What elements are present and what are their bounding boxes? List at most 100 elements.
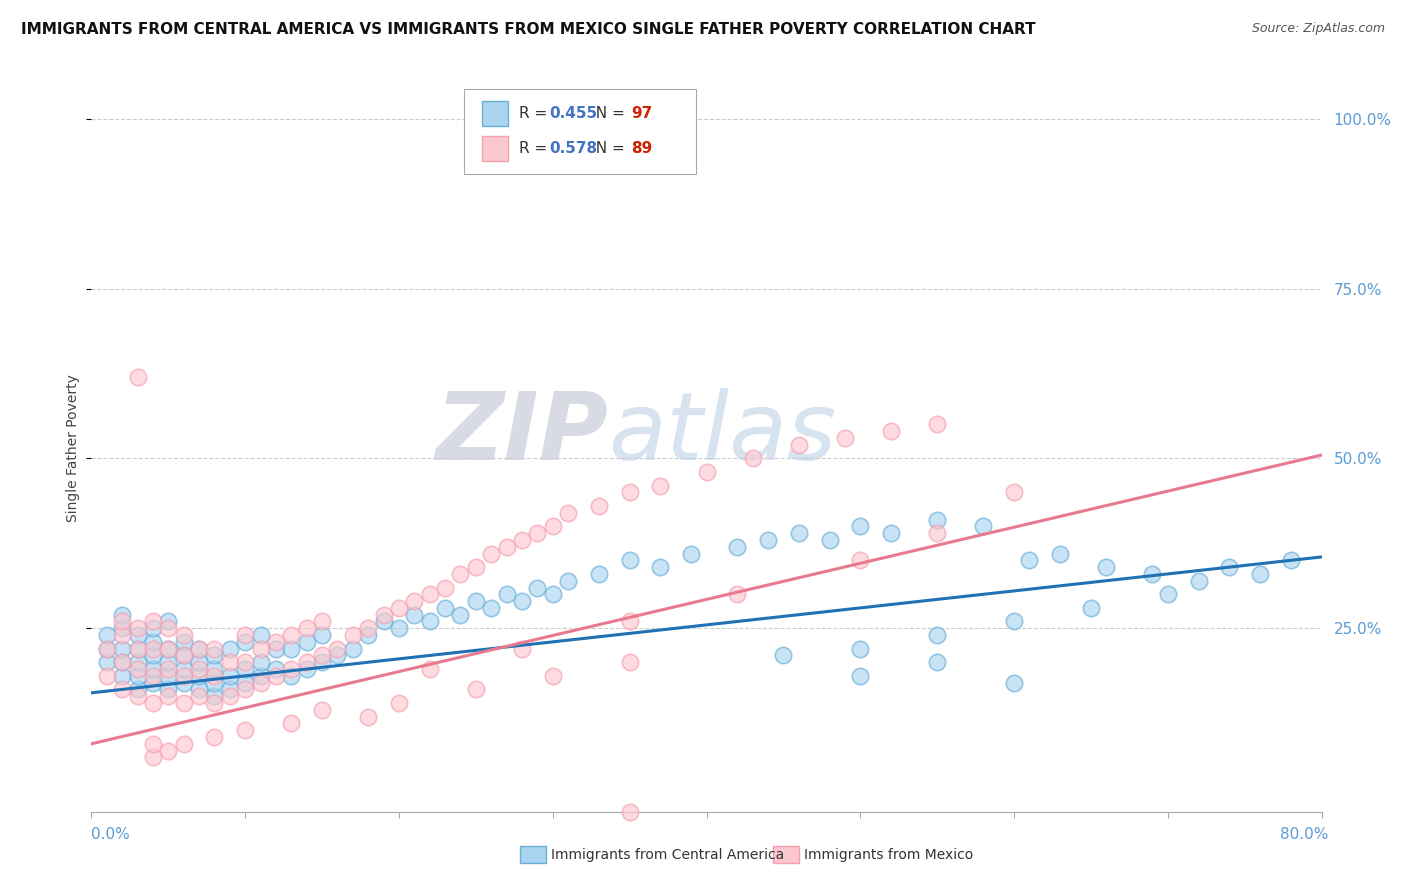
- Point: [1095, 560, 1118, 574]
- Point: [280, 662, 302, 676]
- Point: [1218, 560, 1240, 574]
- Point: [173, 628, 195, 642]
- Point: [188, 655, 211, 669]
- Text: 89: 89: [631, 142, 652, 156]
- Point: [541, 519, 564, 533]
- Point: [111, 655, 134, 669]
- Point: [157, 669, 180, 683]
- Point: [142, 675, 165, 690]
- Point: [202, 730, 225, 744]
- Text: Source: ZipAtlas.com: Source: ZipAtlas.com: [1251, 22, 1385, 36]
- Point: [127, 621, 149, 635]
- Point: [419, 615, 441, 629]
- Point: [373, 607, 395, 622]
- Point: [1002, 615, 1025, 629]
- Point: [696, 465, 718, 479]
- Point: [233, 723, 256, 738]
- Point: [419, 587, 441, 601]
- Point: [927, 417, 949, 432]
- Point: [157, 621, 180, 635]
- Point: [127, 641, 149, 656]
- Point: [96, 655, 118, 669]
- Point: [1187, 574, 1209, 588]
- Point: [249, 628, 271, 642]
- Point: [96, 641, 118, 656]
- Point: [388, 696, 411, 710]
- Point: [557, 506, 579, 520]
- Point: [157, 641, 180, 656]
- Point: [1157, 587, 1180, 601]
- Point: [295, 662, 318, 676]
- Point: [541, 587, 564, 601]
- Point: [188, 641, 211, 656]
- Point: [127, 655, 149, 669]
- Text: Immigrants from Central America: Immigrants from Central America: [551, 847, 785, 862]
- Point: [295, 635, 318, 649]
- Point: [142, 648, 165, 663]
- Point: [787, 526, 810, 541]
- Point: [311, 703, 333, 717]
- Point: [173, 737, 195, 751]
- Point: [311, 655, 333, 669]
- Point: [127, 690, 149, 704]
- Point: [280, 628, 302, 642]
- Point: [373, 615, 395, 629]
- Point: [280, 716, 302, 731]
- Point: [202, 690, 225, 704]
- Point: [127, 628, 149, 642]
- Point: [218, 655, 240, 669]
- Point: [404, 607, 426, 622]
- Point: [326, 648, 349, 663]
- Point: [173, 696, 195, 710]
- Point: [264, 635, 287, 649]
- Point: [880, 526, 903, 541]
- Point: [157, 641, 180, 656]
- Point: [311, 648, 333, 663]
- Point: [510, 594, 533, 608]
- Point: [849, 669, 872, 683]
- Point: [495, 587, 517, 601]
- Text: R =: R =: [519, 106, 553, 120]
- Point: [218, 641, 240, 656]
- Point: [1080, 600, 1102, 615]
- Point: [588, 566, 610, 581]
- Point: [434, 581, 457, 595]
- Point: [157, 662, 180, 676]
- Point: [142, 615, 165, 629]
- Point: [357, 621, 380, 635]
- Text: 0.0%: 0.0%: [91, 827, 131, 841]
- Point: [157, 615, 180, 629]
- Point: [619, 615, 641, 629]
- Point: [111, 682, 134, 697]
- Point: [142, 635, 165, 649]
- Point: [96, 669, 118, 683]
- Point: [157, 655, 180, 669]
- Point: [142, 750, 165, 764]
- Point: [404, 594, 426, 608]
- Point: [264, 662, 287, 676]
- Point: [880, 424, 903, 438]
- Point: [142, 641, 165, 656]
- Point: [464, 560, 486, 574]
- Point: [1279, 553, 1302, 567]
- Point: [188, 662, 211, 676]
- Point: [650, 560, 672, 574]
- Point: [127, 662, 149, 676]
- Point: [173, 669, 195, 683]
- Point: [787, 438, 810, 452]
- Point: [1049, 547, 1071, 561]
- Point: [818, 533, 841, 547]
- Point: [725, 587, 748, 601]
- Point: [188, 690, 211, 704]
- Point: [233, 682, 256, 697]
- Point: [111, 615, 134, 629]
- Point: [772, 648, 794, 663]
- Point: [173, 648, 195, 663]
- Point: [173, 675, 195, 690]
- Point: [526, 526, 548, 541]
- Point: [741, 451, 763, 466]
- Point: [202, 675, 225, 690]
- Point: [619, 655, 641, 669]
- Point: [142, 737, 165, 751]
- Point: [510, 641, 533, 656]
